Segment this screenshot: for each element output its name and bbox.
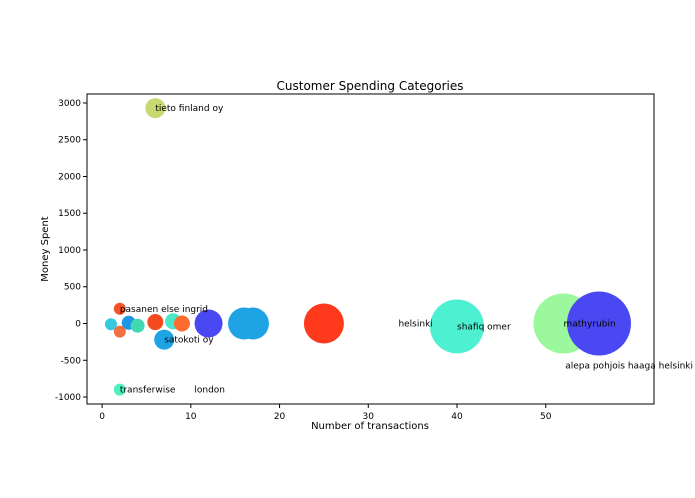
data-point xyxy=(145,98,166,119)
data-point xyxy=(566,291,631,356)
point-label: helsinki xyxy=(398,320,432,330)
y-tick-label: -1000 xyxy=(55,393,81,403)
data-point xyxy=(113,325,126,338)
data-point xyxy=(130,318,145,333)
point-label: london xyxy=(194,386,225,396)
y-tick-label: 1500 xyxy=(58,209,81,219)
data-point xyxy=(430,299,485,354)
x-tick-label: 0 xyxy=(99,412,105,422)
y-tick-label: 3000 xyxy=(58,99,81,109)
point-label: tieto finland oy xyxy=(155,104,224,114)
x-axis-label: Number of transactions xyxy=(311,421,429,432)
y-tick-label: 0 xyxy=(75,320,81,330)
data-point xyxy=(236,307,269,340)
data-point xyxy=(147,314,164,331)
data-point xyxy=(173,315,190,332)
point-label: transferwise xyxy=(120,386,176,396)
y-tick-label: 1000 xyxy=(58,246,81,256)
y-axis-label: Money Spent xyxy=(40,216,51,282)
chart-title: Customer Spending Categories xyxy=(277,79,464,93)
y-tick-label: 2500 xyxy=(58,136,81,146)
x-tick-label: 30 xyxy=(363,412,375,422)
x-tick-label: 10 xyxy=(185,412,197,422)
x-tick-label: 40 xyxy=(451,412,463,422)
y-tick-label: 2000 xyxy=(58,172,81,182)
point-label: alepa pohjois haaga helsinki xyxy=(565,362,693,372)
y-tick-label: 500 xyxy=(64,283,81,293)
data-point xyxy=(113,383,126,396)
x-tick-label: 20 xyxy=(274,412,286,422)
x-tick-label: 50 xyxy=(540,412,552,422)
plot-frame xyxy=(86,93,655,405)
data-point xyxy=(104,318,117,331)
point-label: pasanen else ingrid xyxy=(120,305,208,315)
point-label: satokoti oy xyxy=(164,336,214,346)
data-point xyxy=(113,302,126,315)
data-point xyxy=(154,329,175,350)
data-point xyxy=(303,303,344,344)
data-point xyxy=(194,309,223,338)
y-tick-label: -500 xyxy=(61,356,82,366)
point-label: mathyrubin xyxy=(563,320,615,330)
point-label: shafiq omer xyxy=(457,322,511,332)
